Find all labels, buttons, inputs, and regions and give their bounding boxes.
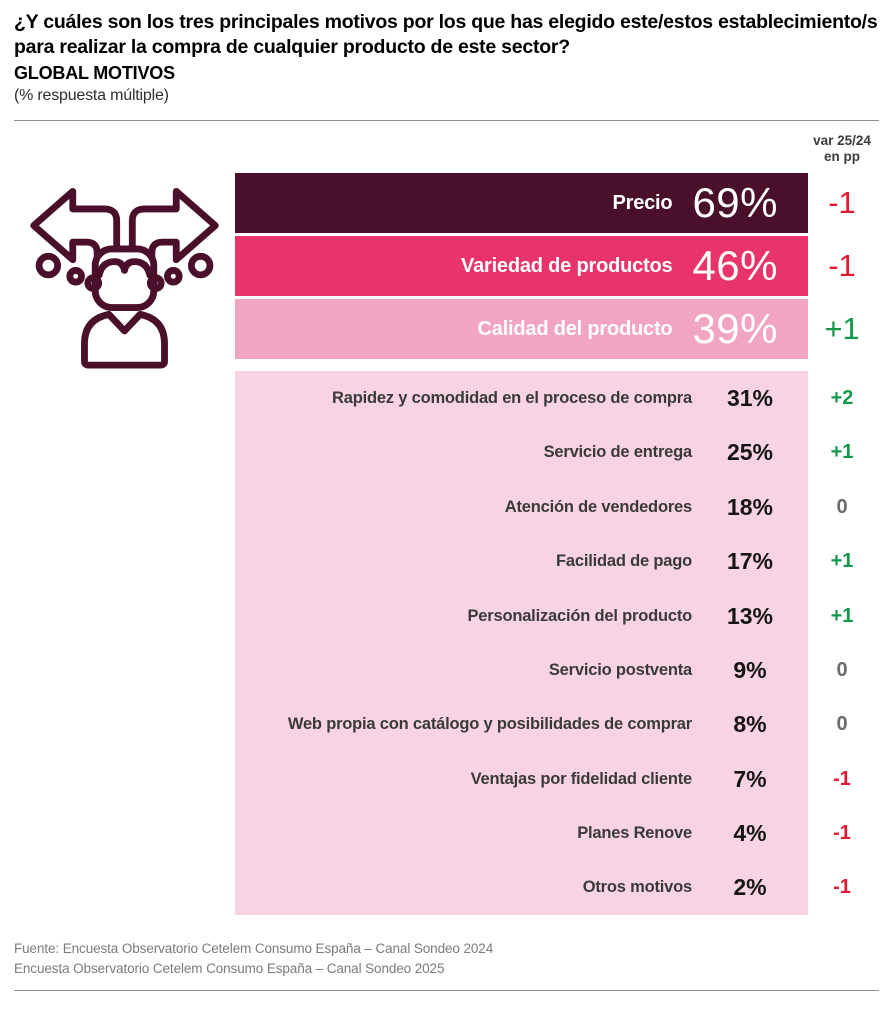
bar-variation: -1 (828, 185, 856, 221)
motive-variation: -1 (833, 822, 851, 845)
motive-variation: 0 (836, 713, 848, 736)
person-with-decision-arrows-icon (22, 165, 227, 370)
bar-label: Precio (612, 191, 673, 214)
motive-label: Facilidad de pago (556, 552, 692, 571)
list-row: Planes Renove 4% -1 (235, 806, 876, 861)
chart-rows: var 25/24 en pp Precio 69% -1 Variedad d… (235, 133, 876, 916)
list-row: Web propia con catálogo y posibilidades … (235, 697, 876, 753)
bar-variation: -1 (828, 248, 856, 284)
list-row: Facilidad de pago 17% +1 (235, 534, 876, 589)
chart-note: (% respuesta múltiple) (14, 86, 169, 104)
motive-label: Rapidez y comodidad en el proceso de com… (332, 388, 692, 407)
motive-value: 18% (726, 493, 774, 520)
motive-variation: +2 (830, 386, 854, 409)
motive-variation: -1 (833, 876, 851, 899)
top-divider (14, 119, 879, 121)
list-row: Personalización del producto 13% +1 (235, 588, 876, 644)
motive-label: Atención de vendedores (504, 497, 692, 516)
motive-value: 25% (726, 439, 774, 466)
bar-variation: +1 (824, 311, 860, 347)
bar-variedad: Variedad de productos 46% (235, 236, 808, 297)
motive-label: Web propia con catálogo y posibilidades … (287, 715, 692, 734)
motive-label: Servicio de entrega (543, 443, 693, 462)
motive-value: 8% (733, 711, 767, 738)
bar-value: 69% (692, 179, 778, 227)
source-line-2024: Fuente: Encuesta Observatorio Cetelem Co… (14, 941, 494, 957)
list-row: Atención de vendedores 18% 0 (235, 480, 876, 535)
motive-variation: +1 (830, 604, 854, 627)
variation-header-line2: en pp (824, 149, 860, 165)
bar-label: Calidad del producto (477, 317, 673, 340)
bar-label: Variedad de productos (461, 254, 673, 277)
motive-value: 2% (733, 874, 767, 901)
list-row: Ventajas por fidelidad cliente 7% -1 (235, 752, 876, 807)
variation-column-header: var 25/24 en pp (808, 133, 876, 165)
bar-value: 46% (692, 242, 778, 290)
bar-row-precio: Precio 69% -1 (235, 173, 876, 234)
motive-value: 7% (733, 765, 767, 792)
bar-precio: Precio 69% (235, 173, 808, 234)
bar-row-calidad: Calidad del producto 39% +1 (235, 299, 876, 360)
bottom-divider (14, 990, 879, 992)
motive-label: Ventajas por fidelidad cliente (470, 769, 693, 788)
source-note: Fuente: Encuesta Observatorio Cetelem Co… (14, 939, 879, 978)
variation-header-line1: var 25/24 (813, 132, 871, 148)
list-row: Servicio de entrega 25% +1 (235, 425, 876, 481)
bar-calidad: Calidad del producto 39% (235, 299, 808, 360)
motive-variation: 0 (836, 495, 848, 518)
motive-value: 17% (726, 548, 774, 575)
bar-value: 39% (692, 305, 778, 353)
list-row: Otros motivos 2% -1 (235, 860, 876, 916)
motive-value: 13% (726, 602, 774, 629)
list-row: Servicio postventa 9% 0 (235, 643, 876, 698)
motive-label: Personalización del producto (467, 606, 692, 625)
secondary-motives-list: Rapidez y comodidad en el proceso de com… (235, 371, 876, 916)
motive-label: Servicio postventa (548, 660, 692, 679)
question-title: ¿Y cuáles son los tres principales motiv… (14, 11, 878, 58)
motive-value: 9% (733, 656, 767, 683)
motive-label: Planes Renove (577, 824, 692, 843)
motive-label: Otros motivos (582, 878, 692, 897)
motive-variation: +1 (830, 550, 854, 573)
motive-variation: +1 (830, 441, 854, 464)
motive-value: 4% (733, 820, 767, 847)
source-line-2025: Encuesta Observatorio Cetelem Consumo Es… (14, 960, 445, 976)
bar-row-variedad: Variedad de productos 46% -1 (235, 236, 876, 297)
chart-title: GLOBAL MOTIVOS (14, 62, 175, 83)
list-row: Rapidez y comodidad en el proceso de com… (235, 371, 876, 426)
motive-variation: 0 (836, 658, 848, 681)
motive-variation: -1 (833, 767, 851, 790)
chart-area: var 25/24 en pp Precio 69% -1 Variedad d… (14, 133, 879, 916)
motive-value: 31% (726, 384, 774, 411)
